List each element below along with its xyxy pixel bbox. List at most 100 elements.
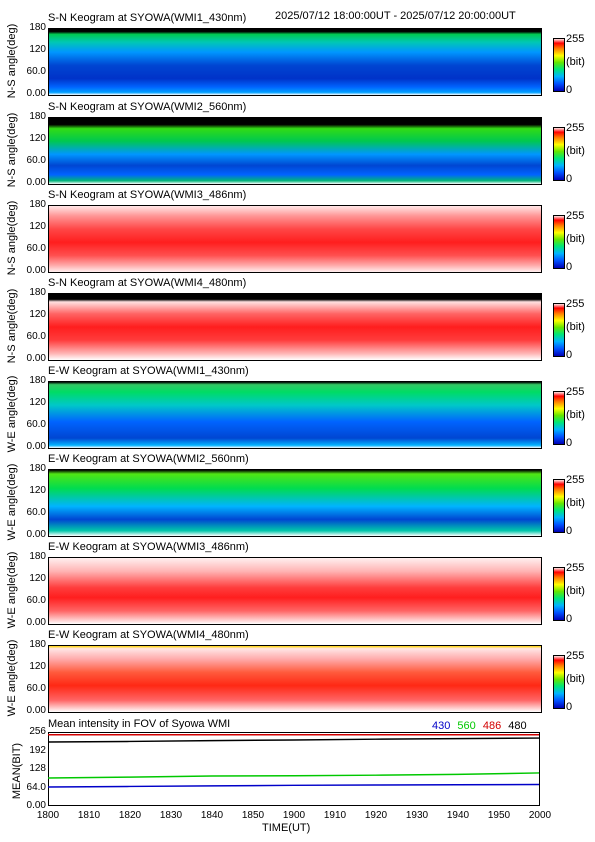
colorbar-unit: (bit) <box>566 56 585 68</box>
colorbar-max: 255 <box>566 386 585 398</box>
keogram-panel <box>48 469 542 537</box>
colorbar-min: 0 <box>566 84 573 96</box>
line-xtick: 1910 <box>323 810 347 821</box>
colorbar <box>553 655 565 709</box>
panel-title: E-W Keogram at SYOWA(WMI1_430nm) <box>48 365 249 377</box>
colorbar <box>553 127 565 181</box>
line-xtick: 1850 <box>241 810 265 821</box>
colorbar-unit: (bit) <box>566 585 585 597</box>
line-xtick: 1900 <box>282 810 306 821</box>
ytick-label: 120 <box>29 660 46 672</box>
colorbar-unit: (bit) <box>566 233 585 245</box>
ytick-label: 60.0 <box>26 242 46 254</box>
keogram-panel <box>48 293 542 361</box>
line-xtick: 1840 <box>200 810 224 821</box>
ytick-label: 180 <box>29 375 46 386</box>
panel-title: S-N Keogram at SYOWA(WMI4_480nm) <box>48 277 247 289</box>
ytick-label: 180 <box>29 463 46 474</box>
legend-480: 480 <box>508 720 527 732</box>
colorbar-unit: (bit) <box>566 145 585 157</box>
line-xtick: 1820 <box>118 810 142 821</box>
ytick-label: 0.00 <box>26 353 46 364</box>
keogram-panel <box>48 557 542 625</box>
colorbar <box>553 567 565 621</box>
legend-486: 486 <box>482 720 502 732</box>
line-xtick: 1920 <box>364 810 388 821</box>
colorbar-max: 255 <box>566 562 585 574</box>
panel-title: E-W Keogram at SYOWA(WMI3_486nm) <box>48 541 249 553</box>
colorbar-max: 255 <box>566 122 585 134</box>
panel-title: S-N Keogram at SYOWA(WMI3_486nm) <box>48 189 247 201</box>
panel-title: E-W Keogram at SYOWA(WMI4_480nm) <box>48 629 249 641</box>
colorbar-min: 0 <box>566 525 573 537</box>
ytick-label: 180 <box>29 551 46 562</box>
line-xtick: 1940 <box>446 810 470 821</box>
panel-title: E-W Keogram at SYOWA(WMI2_560nm) <box>48 453 249 465</box>
ytick-label: 60.0 <box>26 65 46 77</box>
line-ytick: 256 <box>29 726 46 737</box>
colorbar-unit: (bit) <box>566 321 585 333</box>
colorbar-max: 255 <box>566 33 585 45</box>
colorbar <box>553 38 565 92</box>
colorbar-max: 255 <box>566 298 585 310</box>
colorbar-min: 0 <box>566 437 573 449</box>
line-xtick: 1800 <box>36 810 60 821</box>
ytick-label: 60.0 <box>26 418 46 430</box>
ytick-label: 0.00 <box>26 441 46 452</box>
colorbar-max: 255 <box>566 474 585 486</box>
line-xtick: 1830 <box>159 810 183 821</box>
ytick-label: 120 <box>29 484 46 496</box>
line-ytick: 192 <box>29 744 46 756</box>
ytick-label: 60.0 <box>26 330 46 342</box>
plot-frame <box>48 732 540 806</box>
keogram-panel <box>48 117 542 185</box>
line-xtick: 1950 <box>487 810 511 821</box>
keogram-panel <box>48 205 542 273</box>
ytick-label: 120 <box>29 396 46 408</box>
ytick-label: 120 <box>29 220 46 232</box>
panel-title: S-N Keogram at SYOWA(WMI2_560nm) <box>48 101 247 113</box>
legend-560: 560 <box>457 720 476 732</box>
colorbar-unit: (bit) <box>566 497 585 509</box>
colorbar-min: 0 <box>566 261 573 273</box>
ytick-label: 0.00 <box>26 177 46 188</box>
ytick-label: 180 <box>29 22 46 33</box>
ytick-label: 0.00 <box>26 265 46 276</box>
ytick-label: 60.0 <box>26 682 46 694</box>
colorbar-min: 0 <box>566 173 573 185</box>
series-line-560 <box>48 772 540 779</box>
ytick-label: 180 <box>29 111 46 122</box>
legend: 430 560 486 480 <box>428 720 527 732</box>
ytick-label: 120 <box>29 308 46 320</box>
ytick-label: 60.0 <box>26 594 46 606</box>
time-range: 2025/07/12 18:00:00UT - 2025/07/12 20:00… <box>275 10 516 22</box>
colorbar-min: 0 <box>566 613 573 625</box>
ytick-label: 60.0 <box>26 154 46 166</box>
xaxis-label: TIME(UT) <box>262 822 311 834</box>
ytick-label: 0.00 <box>26 617 46 628</box>
colorbar-max: 255 <box>566 650 585 662</box>
ytick-label: 180 <box>29 287 46 298</box>
colorbar <box>553 303 565 357</box>
colorbar <box>553 391 565 445</box>
ytick-label: 0.00 <box>26 88 46 99</box>
line-chart-title: Mean intensity in FOV of Syowa WMI <box>48 718 231 730</box>
ytick-label: 120 <box>29 132 46 144</box>
ytick-label: 120 <box>29 572 46 584</box>
colorbar-min: 0 <box>566 349 573 361</box>
ytick-label: 120 <box>29 43 46 55</box>
line-ytick: 128 <box>29 763 46 774</box>
mean-intensity-plot <box>48 732 540 806</box>
colorbar <box>553 479 565 533</box>
ytick-label: 0.00 <box>26 705 46 716</box>
ytick-label: 180 <box>29 199 46 210</box>
line-ytick: 0.00 <box>26 800 46 811</box>
keogram-panel <box>48 645 542 713</box>
colorbar-min: 0 <box>566 701 573 713</box>
line-xtick: 1930 <box>405 810 429 821</box>
keogram-panel <box>48 28 542 96</box>
line-ytick: 64.0 <box>26 781 46 793</box>
legend-430: 430 <box>432 720 451 732</box>
ytick-label: 60.0 <box>26 506 46 518</box>
ytick-label: 180 <box>29 639 46 650</box>
